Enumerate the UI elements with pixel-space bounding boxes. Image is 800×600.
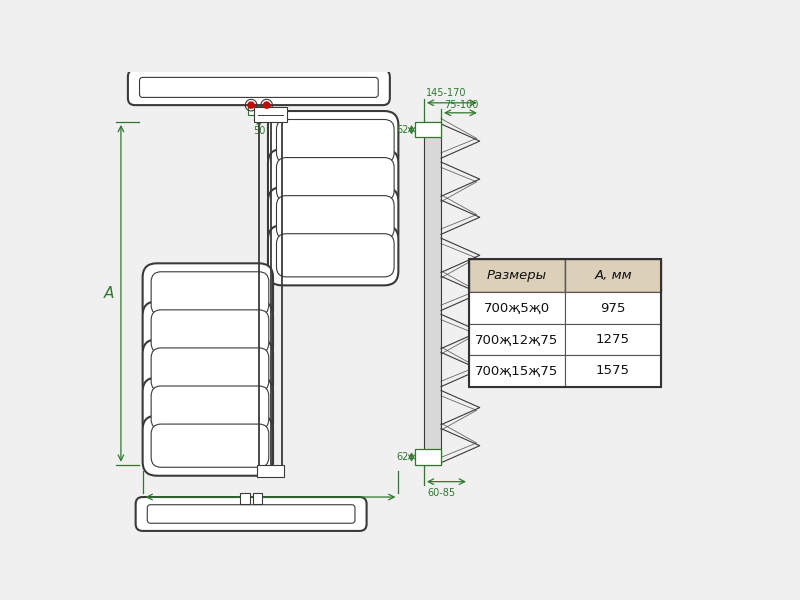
FancyBboxPatch shape [277, 234, 394, 277]
FancyBboxPatch shape [268, 225, 398, 286]
FancyBboxPatch shape [142, 416, 273, 476]
Text: 62: 62 [396, 125, 409, 135]
FancyBboxPatch shape [151, 310, 269, 353]
Text: 700җ15җ75: 700җ15җ75 [475, 364, 558, 377]
Text: 700: 700 [258, 506, 282, 519]
Bar [469, 355, 565, 386]
Text: 975: 975 [600, 302, 626, 314]
FancyBboxPatch shape [142, 263, 273, 323]
FancyBboxPatch shape [268, 149, 398, 209]
Bar [565, 324, 661, 355]
FancyBboxPatch shape [268, 111, 398, 171]
FancyBboxPatch shape [128, 70, 390, 105]
Bar [414, 449, 441, 464]
FancyBboxPatch shape [277, 158, 394, 201]
FancyBboxPatch shape [277, 119, 394, 163]
Circle shape [248, 102, 254, 108]
Bar [248, 106, 270, 115]
FancyBboxPatch shape [139, 77, 378, 97]
Text: 75-100: 75-100 [444, 100, 478, 110]
Text: 62: 62 [396, 452, 409, 462]
Text: 50: 50 [253, 126, 265, 136]
Bar [424, 122, 441, 464]
Bar [414, 122, 441, 137]
Bar [565, 355, 661, 386]
Bar [469, 259, 661, 386]
FancyBboxPatch shape [142, 340, 273, 400]
FancyBboxPatch shape [142, 377, 273, 437]
FancyBboxPatch shape [142, 301, 273, 362]
Text: 1275: 1275 [596, 333, 630, 346]
FancyBboxPatch shape [151, 348, 269, 391]
Text: 1575: 1575 [596, 364, 630, 377]
Text: Размеры: Размеры [487, 269, 547, 282]
FancyBboxPatch shape [151, 424, 269, 467]
FancyBboxPatch shape [147, 505, 355, 523]
Text: 145-170: 145-170 [426, 88, 466, 98]
Bar [565, 292, 661, 324]
Circle shape [263, 102, 270, 108]
Bar [469, 292, 565, 324]
Bar [469, 259, 565, 292]
Bar [254, 107, 286, 122]
FancyBboxPatch shape [268, 187, 398, 247]
Text: А, мм: А, мм [594, 269, 632, 282]
FancyBboxPatch shape [136, 497, 366, 531]
Bar [469, 324, 565, 355]
Text: 60-85: 60-85 [427, 488, 455, 498]
Text: 700җ12җ75: 700җ12җ75 [475, 333, 558, 346]
FancyBboxPatch shape [277, 196, 394, 239]
Bar [240, 493, 250, 504]
Bar [565, 259, 661, 292]
Text: 700җ5җ0: 700җ5җ0 [484, 302, 550, 314]
Bar [253, 493, 262, 504]
FancyBboxPatch shape [151, 386, 269, 429]
Text: А: А [104, 286, 114, 301]
Bar [257, 464, 285, 477]
FancyBboxPatch shape [151, 272, 269, 315]
